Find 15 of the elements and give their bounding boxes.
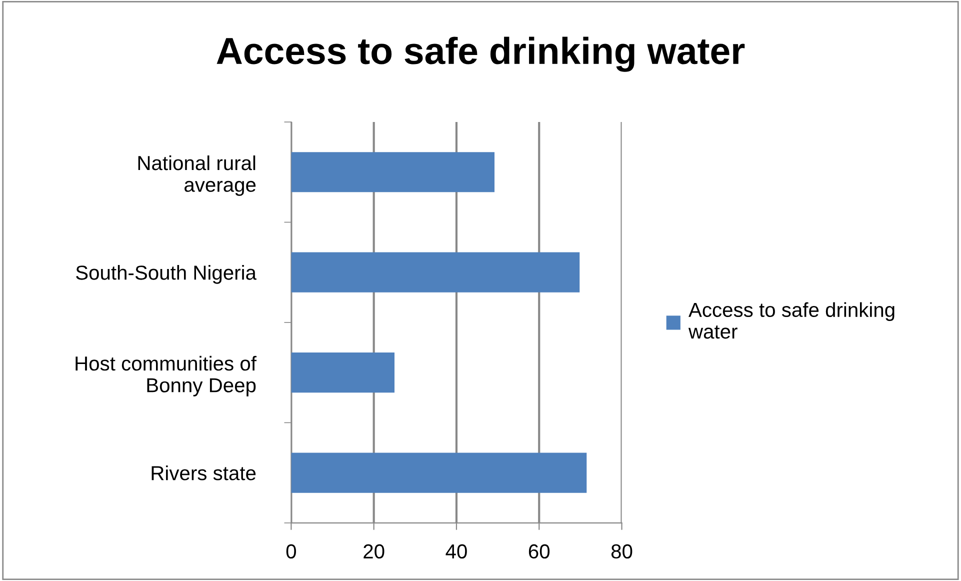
bar xyxy=(291,352,394,393)
y-tick-label: National rural average xyxy=(138,155,256,196)
bar xyxy=(291,452,587,493)
x-tick-label: 40 xyxy=(446,544,467,559)
x-tick-label: 0 xyxy=(286,544,296,559)
x-tick-label: 20 xyxy=(364,544,384,559)
y-tick-label: South-South Nigeria xyxy=(76,265,256,284)
bar xyxy=(291,152,494,192)
legend-label: Access to safe drinking water xyxy=(688,302,894,339)
y-tick-label: Host communities of Bonny Deep xyxy=(76,356,256,396)
x-tick-label: 60 xyxy=(528,544,550,559)
bar xyxy=(291,252,580,292)
chart-title: Access to safe drinking water xyxy=(216,36,745,72)
x-tick-label: 80 xyxy=(611,544,632,559)
y-tick-label: Rivers state xyxy=(152,465,256,480)
